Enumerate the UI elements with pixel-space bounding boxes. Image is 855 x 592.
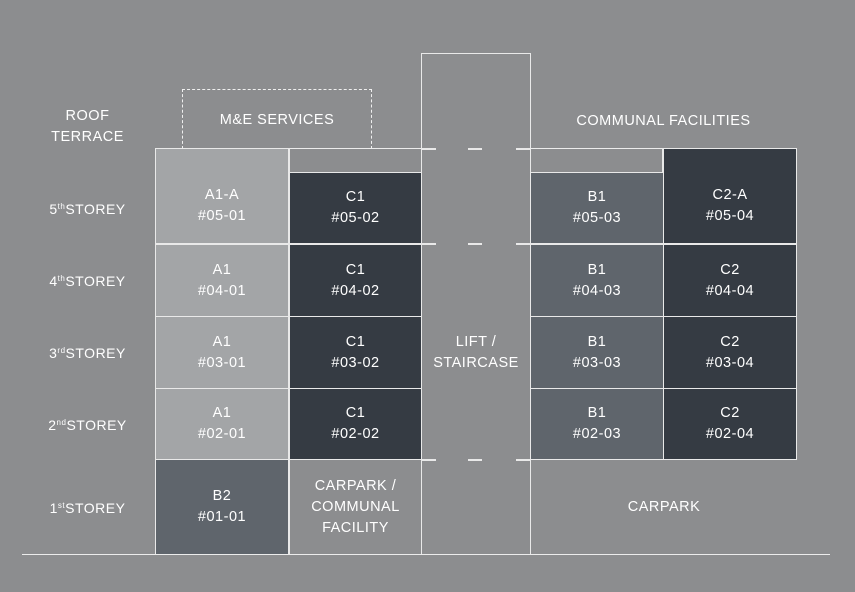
floor-label-4: 4thSTOREY — [49, 273, 126, 289]
unit-03-03[interactable]: B1 #03-03 — [530, 316, 664, 389]
core-dash — [422, 148, 436, 150]
carpark-communal-facility: CARPARK / COMMUNAL FACILITY — [289, 459, 422, 555]
unit-02-04[interactable]: C2 #02-04 — [663, 388, 797, 460]
unit-04-04[interactable]: C2 #04-04 — [663, 244, 797, 317]
lift-label-line1: LIFT / — [455, 334, 497, 350]
roof-gap-right — [531, 148, 663, 172]
core-dash — [516, 459, 530, 461]
me-services-label: M&E SERVICES — [219, 111, 335, 128]
lift-staircase-label: LIFT / STAIRCASE — [421, 332, 531, 374]
unit-03-02[interactable]: C1 #03-02 — [289, 316, 422, 389]
floor-label-2: 2ndSTOREY — [48, 417, 127, 433]
unit-02-01[interactable]: A1 #02-01 — [155, 388, 289, 460]
unit-03-04[interactable]: C2 #03-04 — [663, 316, 797, 389]
roof-gap-left — [289, 148, 421, 172]
core-dash — [422, 243, 436, 245]
unit-04-01[interactable]: A1 #04-01 — [155, 244, 289, 317]
roof-label-line2: TERRACE — [51, 129, 124, 145]
lift-staircase-core — [421, 53, 531, 555]
floor-label-3: 3rdSTOREY — [49, 345, 126, 361]
core-dash — [516, 243, 530, 245]
unit-05-03[interactable]: B1 #05-03 — [530, 172, 664, 244]
core-dash — [468, 243, 482, 245]
unit-04-03[interactable]: B1 #04-03 — [530, 244, 664, 317]
floor-label-5: 5thSTOREY — [49, 201, 126, 217]
unit-03-01[interactable]: A1 #03-01 — [155, 316, 289, 389]
roof-terrace-label: ROOF TERRACE — [20, 106, 155, 148]
core-dash — [422, 459, 436, 461]
unit-02-02[interactable]: C1 #02-02 — [289, 388, 422, 460]
me-services-box: M&E SERVICES — [182, 89, 372, 149]
lift-label-line2: STAIRCASE — [433, 355, 519, 371]
core-dash — [468, 459, 482, 461]
roof-label-line1: ROOF — [65, 108, 110, 124]
unit-01-01[interactable]: B2 #01-01 — [155, 459, 289, 555]
unit-02-03[interactable]: B1 #02-03 — [530, 388, 664, 460]
carpark-area: CARPARK — [530, 459, 797, 555]
core-dash — [468, 148, 482, 150]
unit-05-02[interactable]: C1 #05-02 — [289, 172, 422, 244]
unit-04-02[interactable]: C1 #04-02 — [289, 244, 422, 317]
unit-05-04[interactable]: C2-A #05-04 — [663, 148, 797, 244]
ground-line — [22, 554, 830, 555]
core-dash — [516, 148, 530, 150]
unit-05-01[interactable]: A1-A #05-01 — [155, 148, 289, 244]
floor-label-1: 1stSTOREY — [49, 500, 126, 516]
communal-facilities-label: COMMUNAL FACILITIES — [576, 113, 751, 129]
